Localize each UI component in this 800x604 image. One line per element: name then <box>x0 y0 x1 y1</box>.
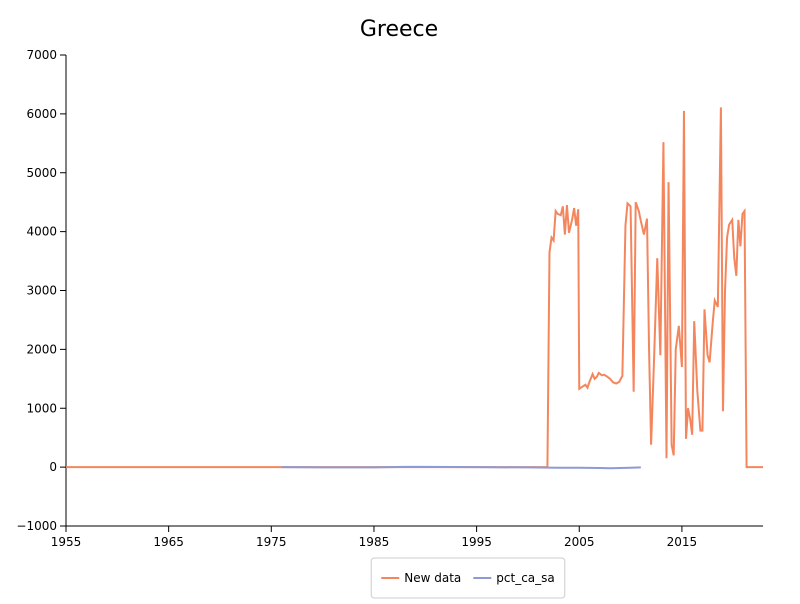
x-tick-label: 1965 <box>153 535 184 549</box>
y-tick-label: 1000 <box>26 401 57 415</box>
y-tick-label: 4000 <box>26 225 57 239</box>
legend-box <box>370 557 566 599</box>
x-tick-label: 2015 <box>667 535 698 549</box>
chart-title: Greece <box>360 17 438 42</box>
y-tick-label: 6000 <box>26 107 57 121</box>
y-tick-label: 3000 <box>26 284 57 298</box>
legend: New data pct_ca_sa <box>370 557 566 599</box>
y-tick-label: 2000 <box>26 342 57 356</box>
legend-label: pct_ca_sa <box>496 571 554 585</box>
x-tick-label: 2005 <box>564 535 595 549</box>
x-tick-label: 1985 <box>359 535 390 549</box>
data-line <box>281 465 641 470</box>
data-line <box>66 107 763 469</box>
legend-label: New data <box>404 571 461 585</box>
y-tick-label: 0 <box>49 460 57 474</box>
x-tick-label: 1995 <box>461 535 492 549</box>
y-tick-label: 7000 <box>26 48 57 62</box>
y-tick-label: −1000 <box>16 519 57 533</box>
y-tick-label: 5000 <box>26 166 57 180</box>
x-tick-label: 1975 <box>256 535 287 549</box>
x-tick-label: 1955 <box>51 535 82 549</box>
